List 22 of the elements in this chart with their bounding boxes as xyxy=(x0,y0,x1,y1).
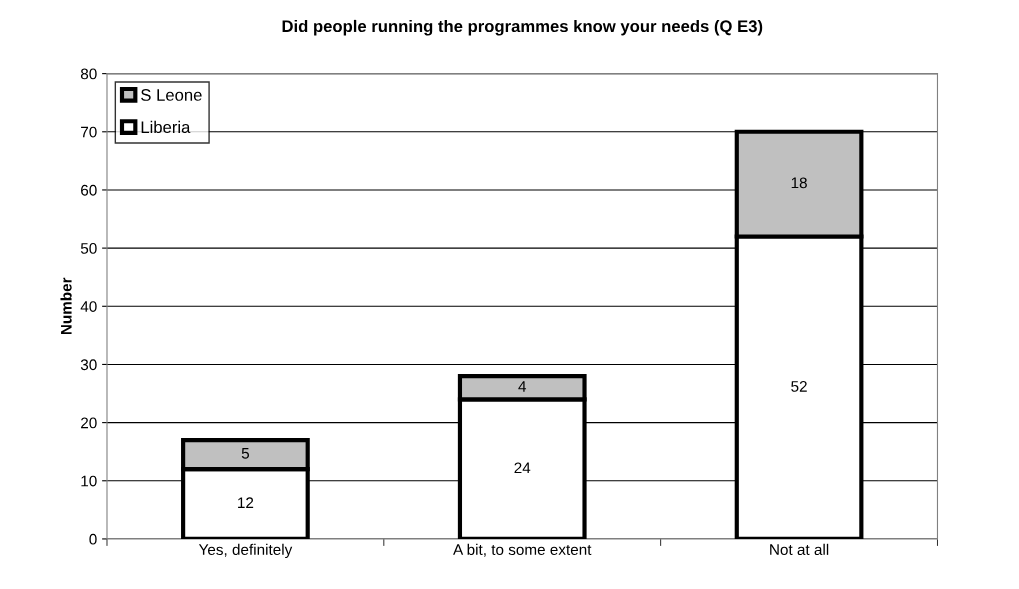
y-tick-label: 30 xyxy=(80,359,97,371)
y-tick-label: 40 xyxy=(80,301,97,312)
x-tick-label: Yes, definitely xyxy=(198,543,293,559)
data-label: 5 xyxy=(241,448,250,459)
data-label: 24 xyxy=(514,462,531,474)
legend-label: S Leone xyxy=(141,89,202,101)
data-label: 52 xyxy=(791,380,807,392)
legend-label: Liberia xyxy=(141,120,191,134)
chart-title: Did people running the programmes know your needs (Q E3) xyxy=(282,19,763,36)
data-label: 18 xyxy=(791,177,807,189)
y-tick-label: 80 xyxy=(80,68,97,80)
data-label: 12 xyxy=(238,497,254,508)
data-label: 4 xyxy=(518,381,527,392)
y-tick-label: 70 xyxy=(81,126,97,138)
y-tick-label: 60 xyxy=(81,184,97,196)
y-tick-label: 50 xyxy=(80,242,97,254)
y-tick-label: 10 xyxy=(81,475,97,487)
x-tick-label: Not at all xyxy=(770,543,829,556)
y-tick-label: 20 xyxy=(81,417,97,429)
x-tick-label: A bit, to some extent xyxy=(453,543,592,557)
y-axis-title: Number xyxy=(60,277,72,335)
y-tick-label: 0 xyxy=(89,533,97,545)
